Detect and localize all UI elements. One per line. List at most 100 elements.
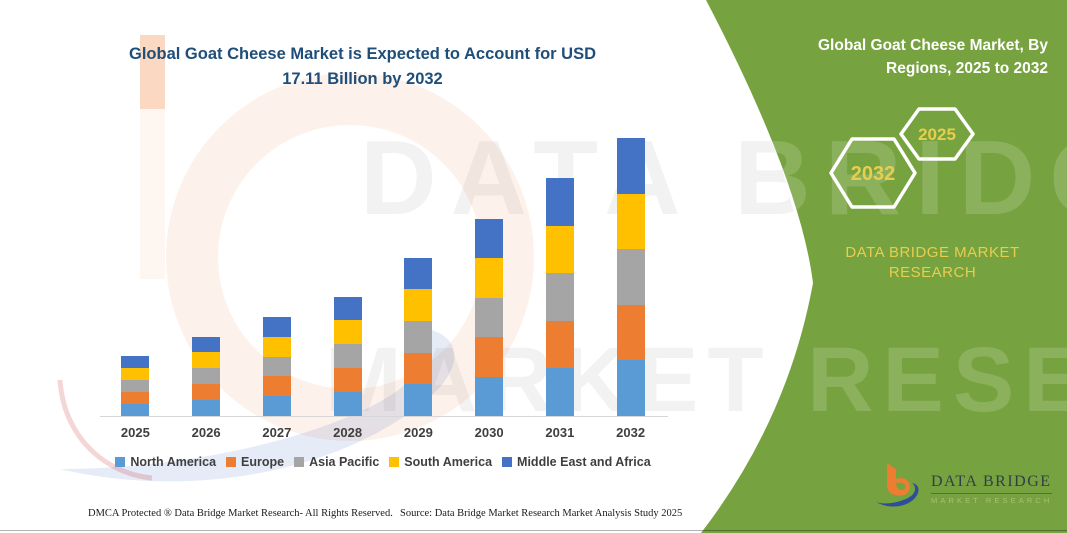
brand-gold-line2: RESEARCH [888, 264, 977, 281]
stacked-bar-2029 [404, 257, 433, 416]
hexagon-2032-label: 2032 [851, 163, 896, 185]
bar-segment [333, 344, 362, 369]
bar-segment [192, 352, 221, 369]
bar-segment [192, 336, 221, 353]
bar-segment [262, 336, 291, 357]
bar-segment [616, 304, 645, 361]
hexagon-2032 [829, 137, 917, 209]
x-axis-label-2031: 2031 [545, 425, 575, 440]
year-hexagons: 2032 2025 [829, 107, 975, 209]
bar-segment [475, 376, 504, 416]
bar-column-2032 [595, 137, 666, 416]
legend-item: Asia Pacific [294, 455, 379, 469]
panel-title: Global Goat Cheese Market, By Regions, 2… [756, 34, 1048, 80]
chart-legend: North America Europe Asia Pacific South Ame… [100, 455, 666, 469]
legend-item: North America [115, 455, 216, 469]
panel-title-line1: Global Goat Cheese Market, By [818, 37, 1048, 54]
bar-segment [121, 404, 150, 416]
legend-label: Middle East and Africa [517, 455, 651, 469]
bar-segment [333, 368, 362, 393]
logo-wordmark: DATA BRIDGE [931, 473, 1052, 490]
hexagon-2025 [899, 107, 975, 161]
bar-segment [121, 392, 150, 404]
bar-segment [616, 137, 645, 194]
footer-source-text: Source: Data Bridge Market Research Mark… [400, 508, 683, 519]
bar-segment [333, 320, 362, 345]
x-axis-label-2025: 2025 [120, 425, 150, 440]
legend-label: South America [404, 455, 493, 469]
bar-segment [192, 368, 221, 385]
bar-column-2028 [312, 138, 383, 416]
panel-title-line2: Regions, 2025 to 2032 [886, 60, 1048, 77]
bar-segment [262, 317, 291, 337]
bar-plot [100, 137, 666, 416]
bar-segment [545, 320, 574, 369]
stacked-bar-2026 [192, 336, 221, 416]
footer-dmca-text: DMCA Protected ® Data Bridge Market Rese… [88, 508, 393, 519]
bar-segment [192, 384, 221, 401]
bar-segment [404, 289, 433, 321]
x-axis-label-2030: 2030 [474, 425, 504, 440]
bar-column-2025 [100, 138, 171, 416]
x-axis-line [100, 416, 668, 417]
bar-segment [616, 249, 645, 305]
bar-segment [545, 273, 574, 321]
legend-marker [389, 457, 400, 467]
bar-segment [475, 297, 504, 337]
x-axis-labels: 2025 2026 2027 2028 2029 2030 2031 2032 [100, 425, 666, 440]
bar-segment [404, 352, 433, 385]
bar-column-2030 [454, 138, 525, 416]
legend-label: Asia Pacific [309, 455, 380, 469]
legend-label: North America [130, 455, 217, 469]
bar-segment [475, 218, 504, 258]
bar-column-2031 [525, 138, 596, 416]
bar-segment [121, 380, 150, 392]
legend-item: Europe [226, 455, 284, 469]
bar-segment [475, 337, 504, 377]
bar-segment [262, 396, 291, 416]
legend-marker [226, 457, 237, 467]
legend-marker [294, 457, 305, 467]
data-bridge-logo-icon [876, 463, 919, 507]
legend-item: South America [389, 455, 492, 469]
bar-segment [545, 368, 574, 416]
brand-gold-line1: DATA BRIDGE MARKET [845, 244, 1020, 261]
bar-segment [262, 376, 291, 397]
stacked-bar-2025 [121, 356, 150, 416]
bar-segment [545, 178, 574, 226]
legend-label: Europe [241, 455, 285, 469]
x-axis-label-2026: 2026 [191, 425, 221, 440]
bar-segment [545, 225, 574, 274]
legend-item: Middle East and Africa [502, 455, 651, 469]
bar-segment [404, 384, 433, 416]
bar-segment [192, 400, 221, 416]
logo-subtext: MARKET RESEARCH [931, 493, 1053, 505]
bar-segment [475, 258, 504, 298]
stacked-bar-2027 [262, 317, 291, 416]
bar-column-2026 [171, 138, 242, 416]
bar-segment [616, 360, 645, 416]
hexagon-2025-label: 2025 [918, 125, 956, 144]
brand-gold-text: DATA BRIDGE MARKET RESEARCH [805, 243, 1060, 283]
footer-logo: DATA BRIDGE MARKET RESEARCH [874, 460, 1053, 510]
chart-title: Global Goat Cheese Market is Expected to… [95, 42, 630, 92]
legend-marker [115, 457, 126, 467]
x-axis-label-2027: 2027 [262, 425, 292, 440]
bar-column-2027 [242, 138, 313, 416]
bottom-border-line [0, 530, 1067, 531]
legend-marker [502, 457, 513, 467]
bar-column-2029 [383, 138, 454, 416]
stacked-bar-2030 [475, 218, 504, 416]
bar-segment [262, 356, 291, 377]
stacked-bar-2032 [616, 137, 645, 416]
chart-title-line1: Global Goat Cheese Market is Expected to… [129, 45, 596, 63]
bar-segment [404, 257, 433, 290]
chart-title-line2: 17.11 Billion by 2032 [282, 70, 443, 88]
stacked-bar-2031 [545, 178, 574, 416]
bar-segment [333, 392, 362, 416]
bar-segment [121, 356, 150, 368]
logo-text-block: DATA BRIDGE MARKET RESEARCH [931, 473, 1053, 505]
bar-segment [404, 320, 433, 353]
